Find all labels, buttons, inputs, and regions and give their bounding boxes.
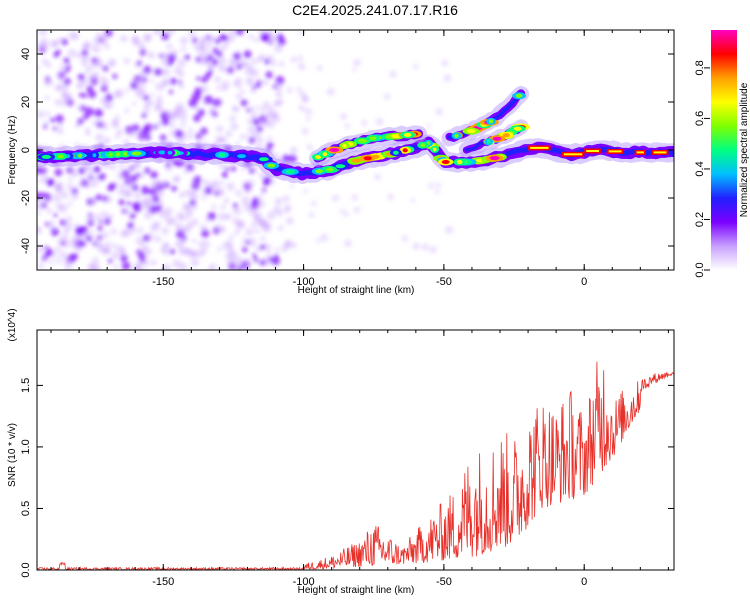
spectrogram-ticks: -150 -100 -50 0 -40 -20 0 20 40 bbox=[20, 30, 674, 288]
blob-core bbox=[403, 132, 412, 137]
y-tick-label: -40 bbox=[20, 238, 32, 254]
blob-core bbox=[489, 156, 500, 161]
y-tick-label: -20 bbox=[20, 190, 32, 206]
blob-core bbox=[454, 133, 459, 138]
spectrogram-xlabel: Height of straight line (km) bbox=[298, 285, 415, 296]
blob-core bbox=[41, 154, 51, 159]
spectrogram-ylabel: Frequency (Hz) bbox=[7, 116, 18, 185]
colorbar-ticks: 0.0 0.2 0.4 0.6 0.8 bbox=[694, 60, 710, 278]
blob-core bbox=[363, 156, 372, 161]
blob-core bbox=[369, 136, 377, 141]
x-tick-label: -150 bbox=[152, 276, 174, 288]
colorbar-tick-label: 0.4 bbox=[694, 161, 706, 176]
blob-core bbox=[322, 152, 328, 157]
hot-bar-core bbox=[636, 151, 644, 154]
hot-bar-core bbox=[653, 151, 667, 154]
spectrogram-panel: -150 -100 -50 0 -40 -20 0 20 40 Height of straig… bbox=[7, 29, 675, 296]
snr-frame bbox=[36, 329, 675, 571]
blob-core bbox=[513, 126, 522, 131]
x-tick-label: -50 bbox=[436, 576, 452, 588]
blob-core bbox=[486, 139, 491, 144]
blob-core bbox=[351, 158, 362, 163]
y-tick-label: 20 bbox=[20, 96, 32, 108]
blob-core bbox=[357, 138, 368, 143]
blob-core bbox=[108, 152, 114, 157]
blob-core bbox=[329, 148, 340, 152]
snr-scale-label: (x10^4) bbox=[7, 308, 18, 341]
blob-core bbox=[432, 147, 437, 152]
y-tick-label: 0.5 bbox=[20, 501, 32, 516]
chart-title: C2E4.2025.241.07.17.R16 bbox=[292, 2, 458, 18]
hot-bar-core bbox=[608, 150, 622, 153]
blob-core bbox=[335, 164, 346, 169]
snr-ticks: -150 -100 -50 0 0.0 0.5 1.0 1.5 bbox=[20, 330, 674, 588]
blob-core bbox=[92, 153, 97, 158]
blob-core bbox=[57, 154, 64, 159]
blob-core bbox=[259, 157, 269, 162]
y-tick-label: 0.0 bbox=[20, 562, 32, 577]
y-tick-label: 1.0 bbox=[20, 439, 32, 454]
colorbar-tick-label: 0.0 bbox=[694, 262, 706, 277]
x-tick-label: 0 bbox=[581, 276, 587, 288]
blob-core bbox=[285, 169, 295, 174]
y-tick-label: 1.5 bbox=[20, 378, 32, 393]
spectrogram-image bbox=[37, 30, 674, 270]
blob-core bbox=[489, 119, 494, 124]
blob-core bbox=[218, 152, 226, 157]
colorbar-tick-label: 0.6 bbox=[694, 111, 706, 126]
hot-bar-core bbox=[563, 153, 583, 156]
x-tick-label: -50 bbox=[436, 276, 452, 288]
blob-core bbox=[456, 160, 463, 164]
blob-core bbox=[502, 133, 510, 138]
blob-core bbox=[115, 152, 121, 157]
colorbar-label: Normalized spectral amplitude bbox=[739, 82, 750, 217]
colorbar: 0.0 0.2 0.4 0.6 0.8 Normalized spectral ampl… bbox=[694, 30, 750, 278]
blob-core bbox=[167, 150, 173, 155]
blob-core bbox=[158, 150, 166, 155]
blob-core bbox=[515, 93, 523, 98]
y-tick-label: 40 bbox=[20, 48, 32, 60]
blob-core bbox=[342, 143, 347, 148]
blob-core bbox=[393, 150, 399, 155]
y-tick-label: 0 bbox=[20, 147, 32, 153]
blob-core bbox=[402, 148, 408, 153]
hot-segment bbox=[528, 145, 669, 157]
x-tick-label: -100 bbox=[293, 276, 315, 288]
blob-core bbox=[78, 153, 83, 158]
colorbar-gradient bbox=[711, 30, 737, 270]
snr-ylabel: SNR (10 * v/v) bbox=[7, 423, 18, 487]
snr-series-line bbox=[37, 361, 674, 570]
x-tick-label: -100 bbox=[293, 576, 315, 588]
blob-core bbox=[237, 154, 247, 159]
spectrogram-blobs bbox=[37, 92, 531, 176]
blob-core bbox=[466, 129, 476, 134]
blob-core bbox=[441, 160, 450, 164]
blob-core bbox=[131, 151, 142, 156]
x-tick-label: -150 bbox=[152, 576, 174, 588]
blob-core bbox=[492, 136, 502, 141]
snr-panel: -150 -100 -50 0 0.0 0.5 1.0 1.5 Height of strai… bbox=[7, 308, 675, 596]
hot-bar-core bbox=[530, 146, 549, 149]
snr-xlabel: Height of straight line (km) bbox=[298, 585, 415, 596]
blob-core bbox=[326, 167, 334, 172]
blob-core bbox=[315, 169, 324, 174]
x-tick-label: 0 bbox=[581, 576, 587, 588]
blob-core bbox=[267, 163, 276, 168]
colorbar-tick-label: 0.8 bbox=[694, 60, 706, 75]
colorbar-tick-label: 0.2 bbox=[694, 212, 706, 227]
hot-bar-core bbox=[586, 150, 599, 152]
blob-core bbox=[420, 143, 426, 148]
